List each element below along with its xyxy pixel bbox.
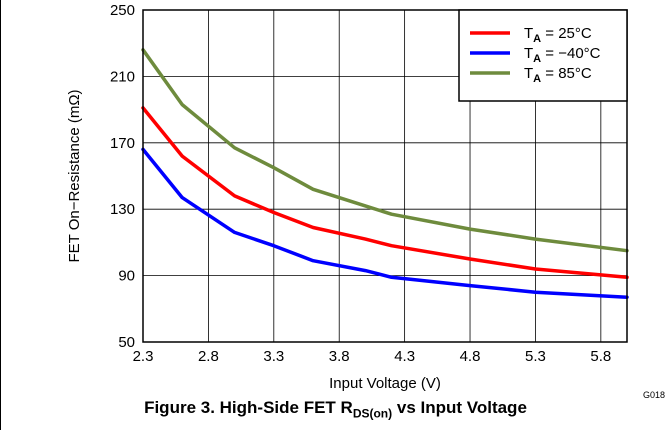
y-tick-label: 130 — [110, 201, 135, 218]
figure-code-annotation: G018 — [643, 390, 665, 400]
legend-label-1: TA = −40°C — [524, 45, 601, 65]
legend-label-rest: = −40°C — [541, 45, 601, 62]
legend-label-2: TA = 85°C — [524, 65, 592, 85]
x-tick-label: 2.8 — [198, 348, 219, 365]
x-tick-label: 3.3 — [263, 348, 284, 365]
legend-box — [458, 9, 628, 102]
series-lines — [141, 48, 629, 299]
series-line-2 — [141, 48, 629, 253]
y-tick-label: 210 — [110, 68, 135, 85]
y-tick-labels: 50 90 130 170 210 250 — [110, 2, 135, 351]
legend-label-main: T — [524, 25, 533, 42]
legend-label-main: T — [524, 45, 533, 62]
legend-label-subscript: A — [533, 33, 541, 45]
x-axis-label: Input Voltage (V) — [329, 375, 441, 392]
x-tick-label: 4.3 — [394, 348, 415, 365]
legend-label-subscript: A — [533, 73, 541, 85]
page-left-border — [0, 0, 1, 430]
x-tick-label: 5.3 — [525, 348, 546, 365]
series-line-1 — [141, 147, 629, 299]
legend-label-main: T — [524, 65, 533, 82]
legend-label-rest: = 25°C — [541, 25, 592, 42]
x-tick-label: 2.3 — [133, 348, 154, 365]
legend-label-rest: = 85°C — [541, 65, 592, 82]
legend-label-0: TA = 25°C — [524, 25, 592, 45]
y-tick-label: 90 — [118, 268, 135, 285]
legend-label-subscript: A — [533, 53, 541, 65]
series-line-0 — [141, 106, 629, 280]
caption-subscript: DS(on) — [352, 406, 393, 421]
y-axis-label: FET On−Resistance (mΩ) — [66, 89, 83, 262]
y-tick-label: 250 — [110, 2, 135, 19]
caption-prefix: Figure 3. High-Side FET R — [144, 398, 353, 417]
x-tick-label: 4.8 — [460, 348, 481, 365]
line-chart: 2.3 2.8 3.3 3.8 4.3 4.8 5.3 5.8 50 90 130 170 210 25… — [66, 2, 665, 400]
legend: TA = 25°CTA = −40°CTA = 85°C — [458, 9, 628, 102]
x-tick-label: 3.8 — [329, 348, 350, 365]
x-tick-label: 5.8 — [590, 348, 611, 365]
y-tick-label: 50 — [118, 334, 135, 351]
caption-suffix: vs Input Voltage — [392, 398, 527, 417]
x-tick-labels: 2.3 2.8 3.3 3.8 4.3 4.8 5.3 5.8 — [133, 348, 612, 365]
y-tick-label: 170 — [110, 135, 135, 152]
plot-frame — [142, 9, 628, 343]
figure-caption: Figure 3. High-Side FET RDS(on) vs Input… — [0, 398, 671, 420]
